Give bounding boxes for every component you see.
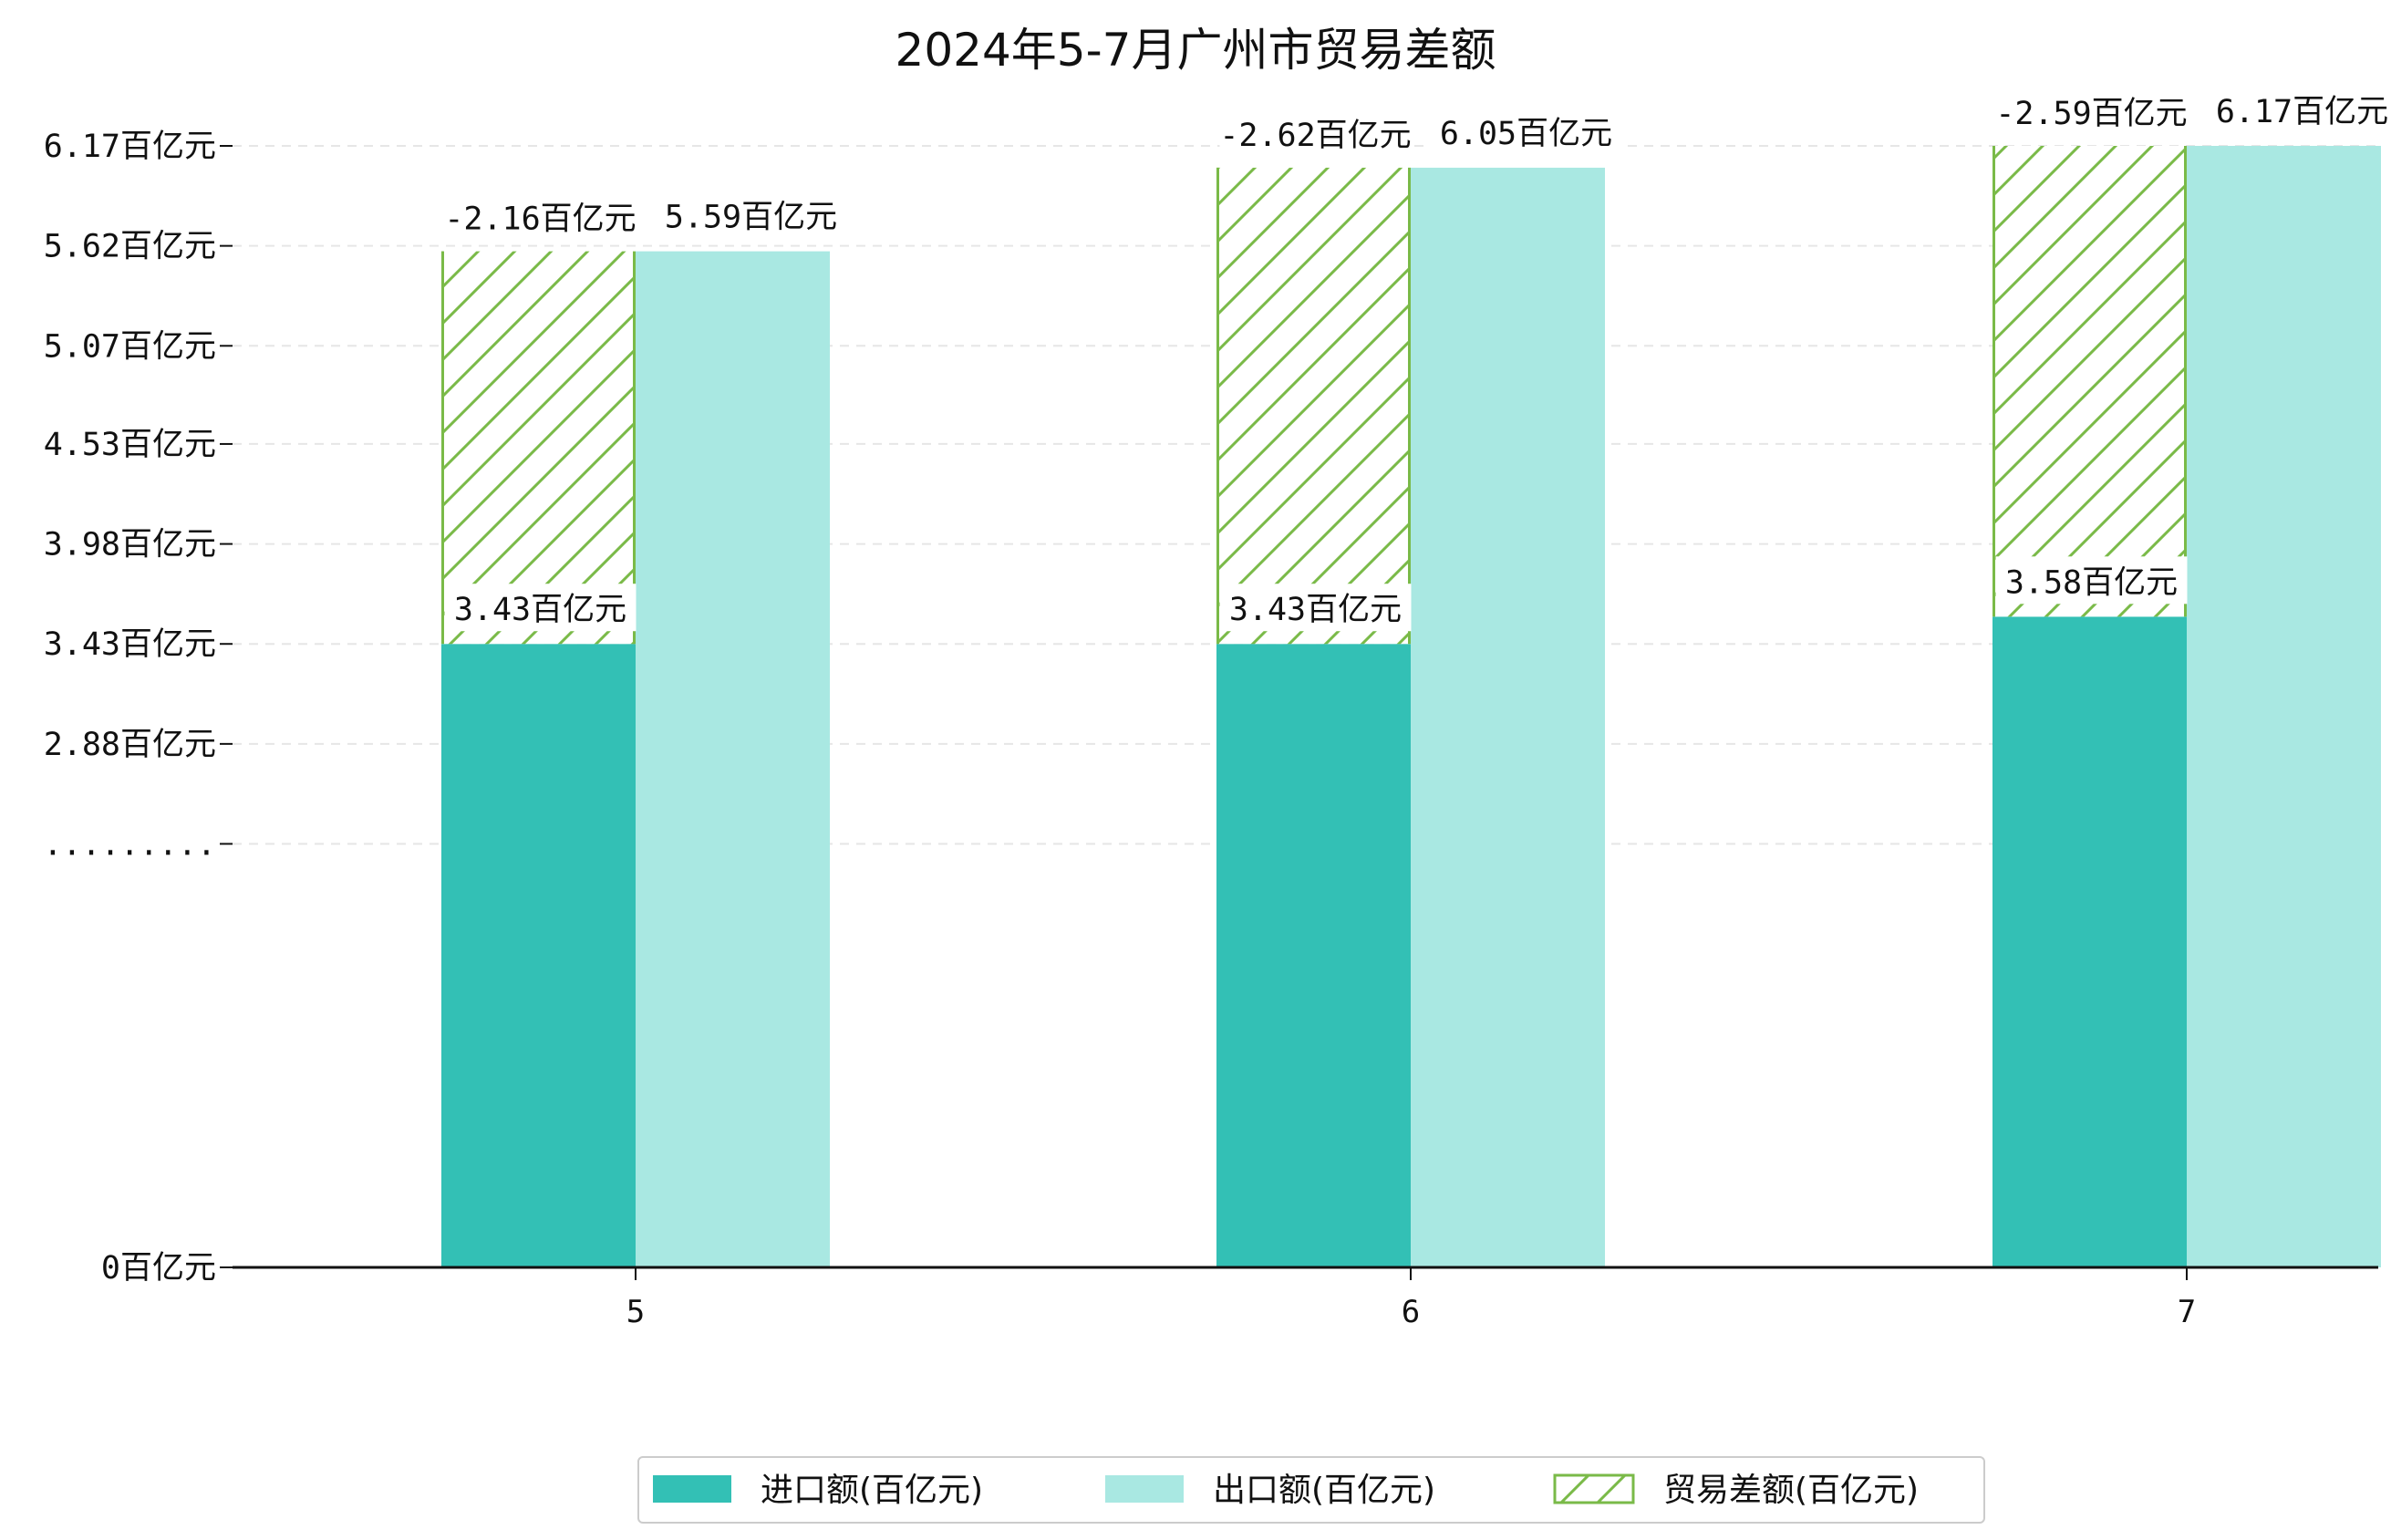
export-bar [1411,167,1605,1267]
balance-value-label: -2.59百亿元 [1995,96,2187,132]
bars [441,146,2381,1267]
balance-value-label-bg [444,192,637,241]
x-tick-label: 6 [1402,1294,1420,1330]
balance-bar [441,251,636,645]
import-bar [441,644,636,1267]
x-tick-label: 7 [2178,1294,2196,1330]
export-value-label: 6.17百亿元 [2216,94,2388,130]
legend-swatch-export [1105,1475,1184,1503]
export-value-label: 5.59百亿元 [665,200,837,236]
y-tick-label: 4.53百亿元 [44,427,216,463]
balance-bar [1992,146,2187,617]
balance-value-label-bg [1995,88,2188,135]
legend-label-export: 出口额(百亿元) [1213,1472,1435,1509]
y-tick-label: ......... [43,827,216,863]
import-value-label: 3.58百亿元 [2005,564,2178,601]
import-value-label: 3.43百亿元 [454,592,626,628]
chart-title: 2024年5-7月广州市贸易差额 [895,24,1496,77]
y-tick-label: 3.98百亿元 [44,527,216,563]
import-value-label: 3.43百亿元 [1229,592,1402,628]
axes: 0百亿元......... 2.88百亿元 3.43百亿元 3.98百亿元 4.53百亿… [43,129,2378,1330]
x-tick-label: 5 [626,1294,645,1330]
balance-value-label-bg [1219,109,1412,157]
y-tick-label: 0百亿元 [101,1250,216,1287]
legend-frame [637,1456,1985,1524]
import-bar [1216,644,1411,1267]
export-value-label-bg [655,191,847,239]
balance-bar [1216,167,1411,645]
legend-swatch-balance [1553,1473,1635,1504]
balance-value-label: -2.62百亿元 [1219,118,1411,154]
export-value-label: 6.05百亿元 [1440,116,1612,152]
export-bar [636,251,830,1267]
import-bar [1992,616,2187,1267]
balance-value-label: -2.16百亿元 [444,202,636,238]
import-value-label-bg [1995,556,2188,605]
y-tick-label: 2.88百亿元 [44,727,216,763]
y-tick-label: 6.17百亿元 [44,129,216,165]
y-tick-label: 3.43百亿元 [44,626,216,663]
legend-label-import: 进口额(百亿元) [761,1472,983,1509]
export-bar [2187,146,2381,1267]
import-value-label-bg [1219,584,1412,632]
import-value-label-bg [444,584,637,632]
data-labels: 5.59百亿元 -2.16百亿元 3.43百亿元 6.05百亿元 -2.62百亿元 3.4… [444,86,2391,632]
legend-swatch-import [653,1475,731,1503]
y-tick-label: 5.07百亿元 [44,328,216,365]
export-value-label-bg [2206,86,2391,133]
y-tick-label: 5.62百亿元 [44,229,216,265]
export-value-label-bg [1430,107,1622,155]
legend-label-balance: 贸易差额(百亿元) [1663,1472,1919,1509]
legend: 进口额(百亿元) 出口额(百亿元) 贸易差额(百亿元) [637,1456,1985,1524]
